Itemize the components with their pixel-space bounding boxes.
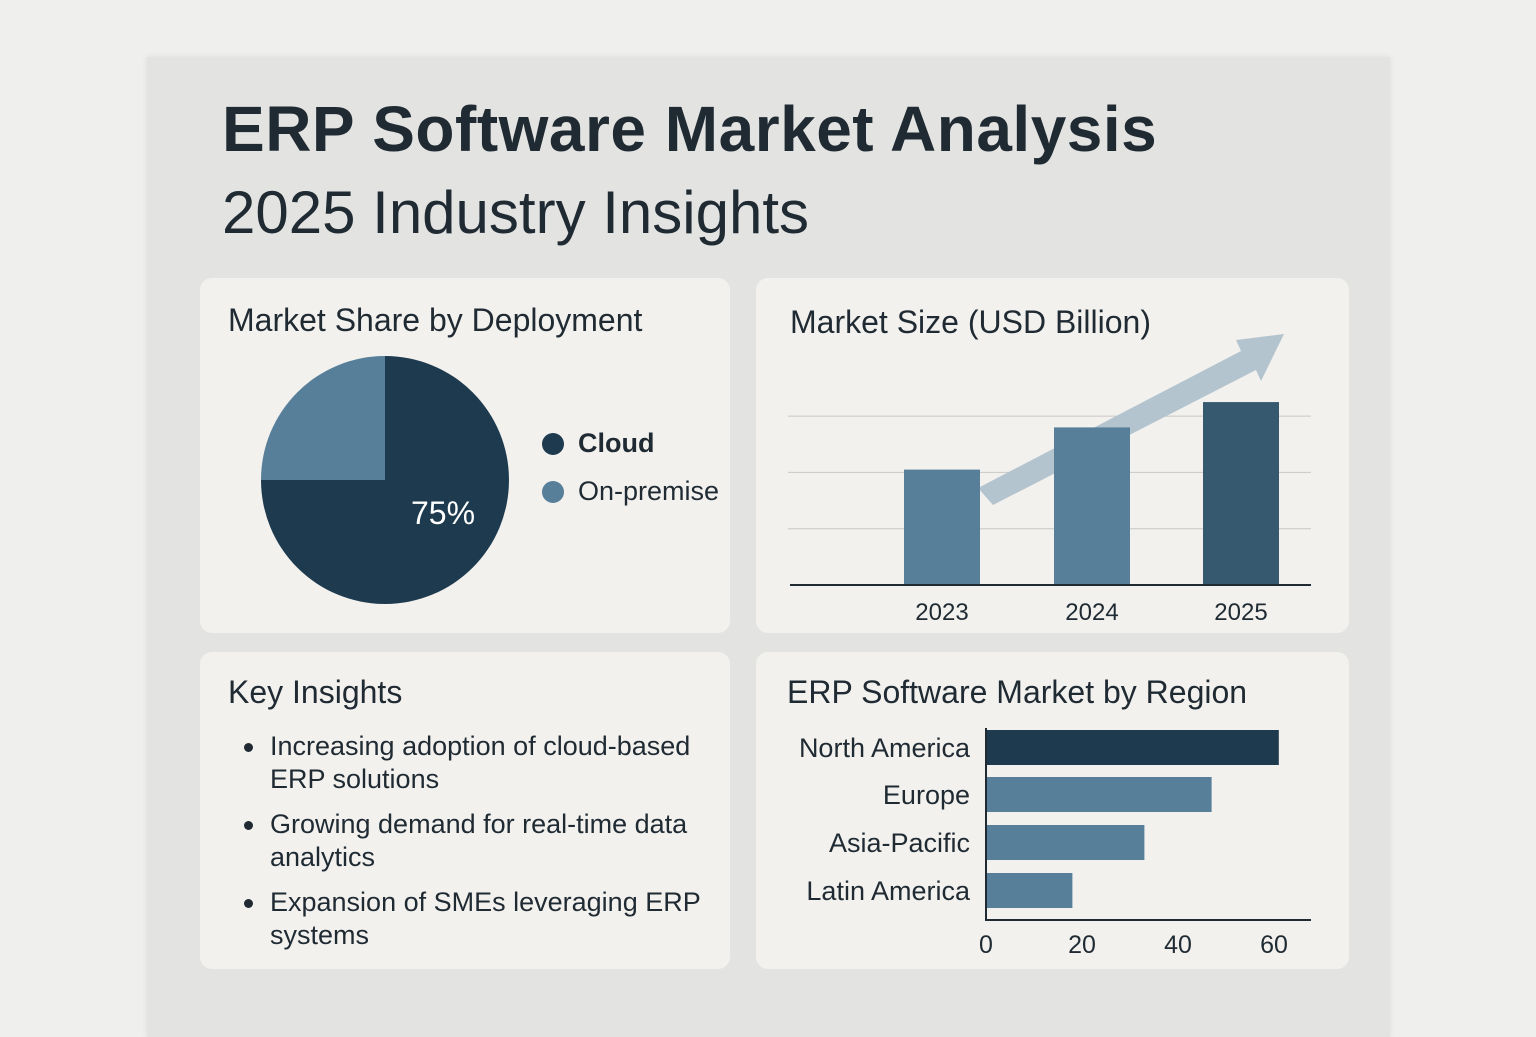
- x-tick-label: 20: [1068, 931, 1096, 959]
- pie-title: Market Share by Deployment: [228, 302, 643, 338]
- y-tick-label: Asia-Pacific: [829, 828, 970, 858]
- page-title: ERP Software Market Analysis: [222, 93, 1158, 165]
- bar-europe: [986, 777, 1212, 812]
- legend-label: Cloud: [578, 428, 655, 458]
- market-size-card: Market Size (USD Billion) 2023 2024 2025: [756, 278, 1349, 633]
- x-tick-label: 40: [1164, 931, 1192, 959]
- list-item: Growing demand for real-time data analyt…: [228, 808, 708, 874]
- list-item: Increasing adoption of cloud-based ERP s…: [228, 730, 708, 796]
- y-tick-label: North America: [799, 733, 971, 763]
- bar-2025: [1203, 402, 1279, 585]
- bar-north-america: [986, 730, 1279, 765]
- list-item: Expansion of SMEs leveraging ERP systems: [228, 886, 708, 952]
- y-tick-label: Latin America: [806, 876, 971, 906]
- insights-list: Increasing adoption of cloud-based ERP s…: [228, 730, 708, 964]
- x-tick-label: 2024: [1065, 599, 1118, 626]
- x-tick-label: 2025: [1214, 599, 1267, 626]
- onpremise-swatch: [542, 480, 564, 503]
- bar-2023: [904, 469, 980, 585]
- region-chart-title: ERP Software Market by Region: [787, 674, 1248, 710]
- bar-asia-pacific: [986, 825, 1145, 860]
- region-card: ERP Software Market by Region North Amer…: [756, 652, 1349, 969]
- page-subtitle: 2025 Industry Insights: [222, 179, 810, 246]
- legend-cloud: Cloud: [542, 428, 654, 459]
- region-chart: North America Europe Asia-Pacific Latin Ame…: [799, 728, 1311, 959]
- cloud-swatch: [542, 432, 564, 455]
- x-tick-label: 60: [1260, 931, 1288, 959]
- y-tick-label: Europe: [883, 780, 970, 810]
- bar-latin-america: [986, 873, 1073, 908]
- legend-onpremise: On-premise: [542, 476, 719, 507]
- insights-title: Key Insights: [228, 674, 403, 710]
- x-tick-label: 2023: [915, 599, 968, 626]
- bar-2024: [1054, 427, 1130, 585]
- x-tick-label: 0: [979, 931, 993, 959]
- market-size-chart: 2023 2024 2025: [788, 334, 1311, 626]
- insights-card: Key Insights Increasing adoption of clou…: [200, 652, 730, 969]
- deployment-card: Market Share by Deployment 75% Cloud On-…: [200, 278, 730, 633]
- bar-chart-title: Market Size (USD Billion): [790, 304, 1151, 340]
- pie-slice-on-premise: [261, 356, 385, 480]
- legend-label: On-premise: [578, 476, 720, 506]
- pie-data-label: 75%: [411, 495, 475, 531]
- pie-chart: 75%: [261, 356, 509, 604]
